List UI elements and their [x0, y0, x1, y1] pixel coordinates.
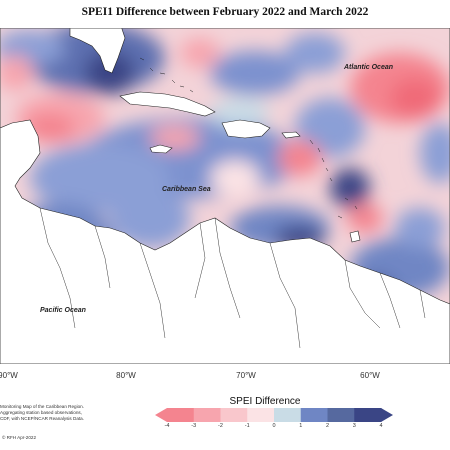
legend-swatch	[193, 408, 221, 422]
lon-tick-70w: 70°W	[236, 371, 256, 380]
legend-swatch	[247, 408, 275, 422]
country-borders	[39, 207, 426, 349]
pacific-ocean-label: Pacific Ocean	[40, 307, 86, 314]
lon-tick-90w: 90°W	[0, 371, 18, 380]
copyright: © RFH Apr-2022	[2, 435, 37, 440]
legend-swatch	[274, 408, 302, 422]
legend-tick-label: -4	[164, 423, 170, 429]
spei-difference-map	[0, 28, 450, 364]
legend-tick-label: 0	[272, 423, 276, 429]
legend-swatch	[167, 408, 195, 422]
landmass	[0, 28, 450, 364]
legend-tick-label: -1	[244, 423, 250, 429]
credit-line: CDF, with NCEP/NCAR Reanalysis Data.	[0, 416, 84, 421]
lon-tick-80w: 80°W	[116, 371, 136, 380]
legend-tick-label: -2	[218, 423, 223, 429]
legend-swatch	[354, 408, 382, 422]
legend-swatch	[300, 408, 328, 422]
legend-swatch	[327, 408, 355, 422]
legend-tick-label: 1	[299, 423, 303, 429]
legend-tick-label: -3	[191, 423, 197, 429]
caribbean-sea-label: Caribbean Sea	[162, 186, 211, 193]
small-islands	[139, 57, 358, 219]
legend-swatch	[220, 408, 248, 422]
legend-colorbar	[155, 408, 393, 422]
credit-line: Monitoring Map of the Caribbean Region.	[0, 404, 85, 409]
credit-line: Aggregating station based observations,	[0, 410, 82, 415]
map-title: SPEI1 Difference between February 2022 a…	[81, 6, 369, 18]
legend-tick-label: 4	[379, 423, 383, 429]
legend-arrow-high	[381, 408, 393, 422]
legend-arrow-low	[155, 408, 167, 422]
atlantic-ocean-label: Atlantic Ocean	[344, 64, 394, 71]
legend-title: SPEI Difference	[229, 396, 301, 407]
credit-text: Monitoring Map of the Caribbean Region. …	[0, 404, 150, 422]
lon-tick-60w: 60°W	[360, 371, 380, 380]
legend-tick-label: 3	[352, 423, 356, 429]
legend-tick-label: 2	[325, 423, 330, 429]
